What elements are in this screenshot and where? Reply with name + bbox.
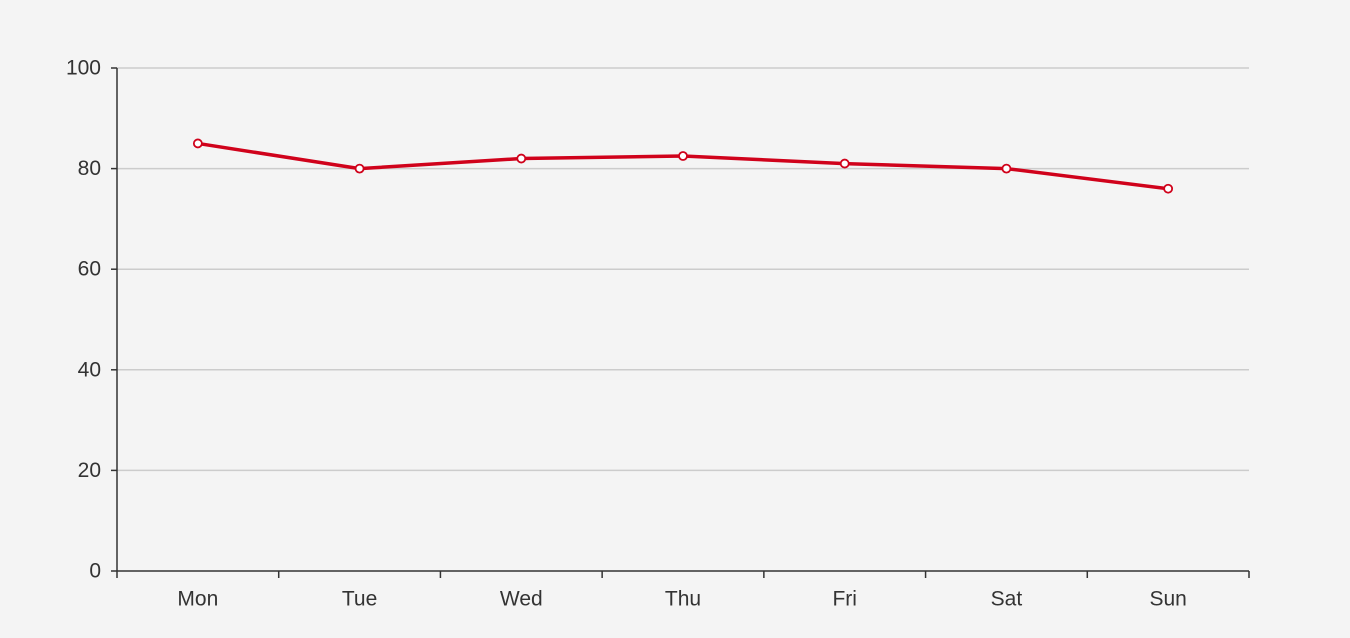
data-point-mon bbox=[192, 138, 203, 149]
x-tick-label: Fri bbox=[832, 588, 857, 611]
x-tick-label: Sat bbox=[991, 588, 1023, 611]
y-tick-label: 40 bbox=[78, 358, 101, 381]
x-tick-label: Thu bbox=[665, 588, 701, 611]
data-point-sun bbox=[1163, 183, 1174, 194]
data-point-sat bbox=[1001, 163, 1012, 174]
data-point-thu bbox=[678, 151, 688, 161]
x-tick-label: Sun bbox=[1149, 588, 1186, 611]
grid-lines bbox=[117, 67, 1249, 472]
series-layer bbox=[192, 138, 1174, 194]
x-tick-label: Mon bbox=[177, 588, 218, 611]
y-tick-label: 100 bbox=[66, 57, 101, 80]
data-point-fri bbox=[839, 158, 850, 169]
data-point-tue bbox=[354, 163, 365, 174]
y-tick-label: 20 bbox=[78, 459, 101, 482]
series-line bbox=[196, 141, 1170, 191]
x-tick-label: Tue bbox=[342, 588, 377, 611]
y-tick-label: 0 bbox=[89, 560, 101, 583]
x-tick-label: Wed bbox=[500, 588, 543, 611]
axes bbox=[111, 67, 1250, 578]
y-tick-label: 80 bbox=[78, 157, 101, 180]
data-point-wed bbox=[516, 153, 527, 164]
tick-labels: 0 20 40 60 80 100 Mon Tue Wed Thu Fri Sat Sun bbox=[66, 57, 1187, 611]
y-tick-label: 60 bbox=[78, 258, 101, 281]
